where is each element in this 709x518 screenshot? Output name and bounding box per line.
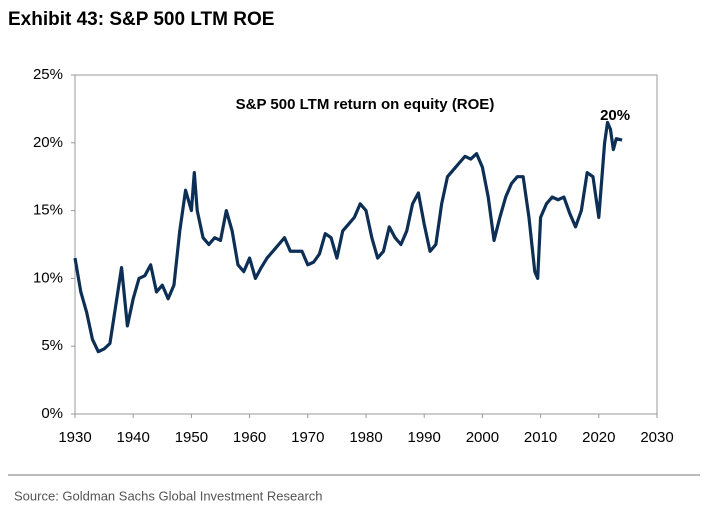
x-tick-label: 1980 [349,429,382,446]
line-series [73,120,623,354]
y-tick-label: 25% [33,66,63,83]
x-tick-label: 1950 [175,429,208,446]
chart-title: Exhibit 43: S&P 500 LTM ROE [8,9,274,30]
y-tick-label: 20% [33,134,63,151]
y-tick-label: 5% [41,337,63,354]
x-tick-label: 1930 [58,429,91,446]
chart-subtitle: S&P 500 LTM return on equity (ROE) [236,96,495,113]
y-tick-label: 10% [33,269,63,286]
y-tick-label: 0% [41,405,63,422]
x-tick-label: 2010 [524,429,557,446]
x-tick-label: 1960 [233,429,266,446]
x-tick-label: 1970 [291,429,324,446]
x-tick-label: 1940 [117,429,150,446]
source: Source: Goldman Sachs Global Investment … [14,488,323,503]
y-tick-label: 15% [33,202,63,219]
x-tick-label: 2000 [466,429,499,446]
annotation: 20% [600,107,630,124]
x-tick-label: 1990 [408,429,441,446]
plot-frame [74,74,658,415]
x-tick-label: 2020 [582,429,615,446]
x-tick-label: 2030 [640,429,673,446]
